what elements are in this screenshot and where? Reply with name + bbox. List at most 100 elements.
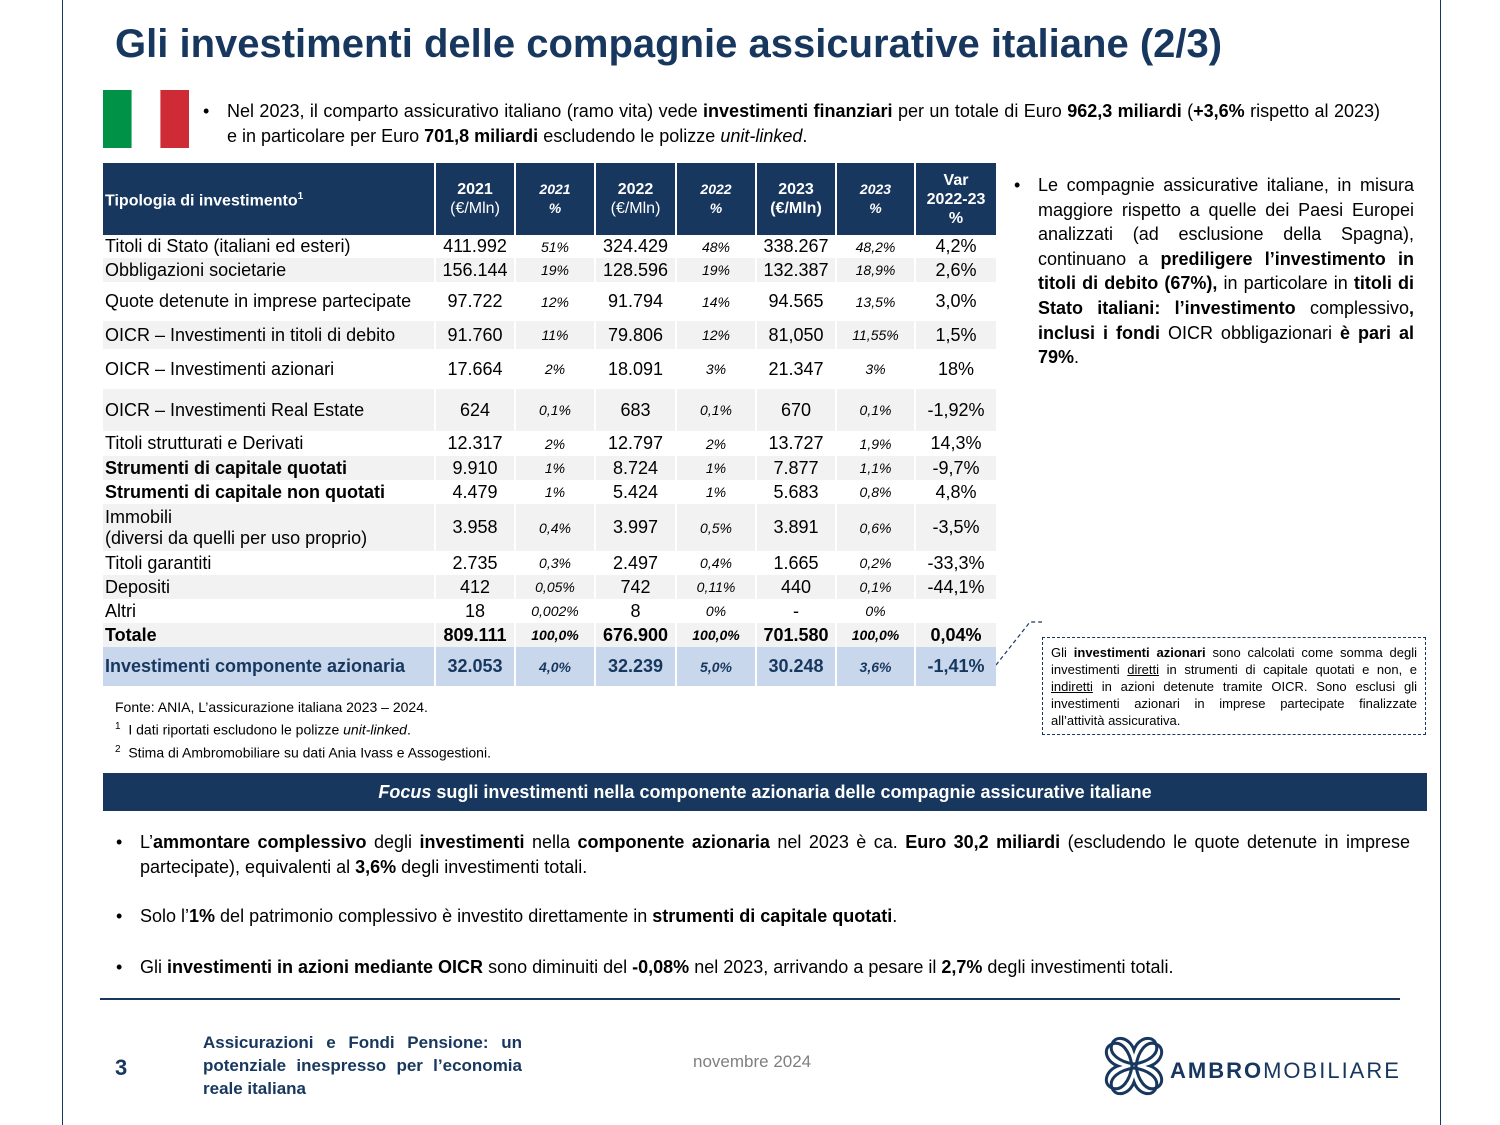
- text-run: degli investimenti totali.: [982, 957, 1174, 977]
- column-header: 2022%: [675, 163, 756, 235]
- row-label: Strumenti di capitale quotati: [103, 456, 435, 480]
- table-cell: 13.727: [755, 431, 836, 456]
- text-run: rispetto al 2023) e in particolare per E…: [227, 101, 1381, 146]
- table-cell: -1,41%: [914, 647, 996, 686]
- header-line: (€/Mln): [450, 200, 500, 217]
- column-header: 2023%: [835, 163, 915, 235]
- text-run: Focus: [378, 782, 432, 802]
- table-cell: 8: [594, 599, 676, 623]
- table-cell: 0,1%: [835, 389, 915, 431]
- table-cell: -: [755, 599, 836, 623]
- table-cell: 5,0%: [675, 647, 756, 686]
- table-cell: 18.091: [594, 349, 676, 389]
- header-line: Var: [943, 171, 969, 189]
- row-label: Altri: [105, 600, 136, 621]
- table-cell: 9.910: [434, 456, 515, 480]
- table-row: Obbligazioni societarie 156.144 19% 128.596…: [103, 258, 996, 282]
- table-cell: 0,002%: [514, 599, 595, 623]
- footnote-mark: 1: [115, 721, 121, 732]
- table-cell: 0,1%: [514, 389, 595, 431]
- row-label: Titoli strutturati e Derivati: [105, 433, 304, 453]
- row-label: Totale: [103, 623, 435, 647]
- header-line: 2022-23: [926, 190, 986, 208]
- table-cell: 5.683: [755, 480, 836, 504]
- text-run: Stima di Ambromobiliare su dati Ania Iva…: [128, 744, 491, 761]
- header-line: 2022: [617, 181, 654, 198]
- table-cell: 128.596: [594, 258, 676, 282]
- table-cell: 4,8%: [914, 480, 996, 504]
- text-run: Gli: [1051, 645, 1074, 660]
- table-cell: -9,7%: [914, 456, 996, 480]
- source-text: Fonte: ANIA, L’assicurazione italiana 20…: [115, 699, 428, 715]
- table-cell: 1.665: [755, 551, 836, 575]
- table-cell: 0,6%: [835, 504, 915, 551]
- table-cell: 1%: [514, 456, 595, 480]
- table-cell: 48,2%: [835, 235, 915, 258]
- table-cell: 100,0%: [675, 623, 756, 647]
- text-run: Solo l’: [140, 906, 190, 926]
- investment-table: Tipologia di investimento1 2021 (€/Mln) 202…: [103, 163, 996, 686]
- table-cell: 2%: [514, 431, 595, 456]
- table-row: Immobili (diversi da quelli per uso prop…: [103, 504, 996, 551]
- table-cell: 0,5%: [675, 504, 756, 551]
- text-run: investimenti finanziari: [703, 101, 893, 121]
- text-run: -0,08%: [632, 957, 690, 977]
- table-cell: [914, 599, 996, 623]
- table-cell: 12.317: [434, 431, 515, 456]
- table-cell: 21.347: [755, 349, 836, 389]
- header-line: %: [548, 200, 562, 216]
- table-cell: 32.053: [434, 647, 515, 686]
- table-cell: -3,5%: [914, 504, 996, 551]
- text-run: L’: [140, 832, 154, 852]
- text-run: sono diminuiti del: [483, 957, 633, 977]
- focus-bullet: L’ammontare complessivo degli investimen…: [116, 830, 1411, 879]
- table-cell: 1,9%: [835, 431, 915, 456]
- focus-bullet: Solo l’1% del patrimonio complessivo è i…: [116, 904, 1410, 929]
- text-run: del patrimonio complessivo è investito d…: [215, 906, 653, 926]
- header-note: 1: [297, 191, 304, 203]
- title: Gli investimenti delle compagnie assicur…: [115, 22, 1223, 66]
- table-cell: 97.722: [434, 282, 515, 321]
- text-run: (escludendo le quote detenute in imprese…: [140, 832, 1411, 877]
- row-label: OICR – Investimenti Real Estate: [103, 389, 435, 431]
- table-row: Investimenti componente azionaria 32.053 4…: [103, 647, 996, 686]
- text-run: sugli investimenti nella componente azio…: [431, 782, 1152, 802]
- table-row: Strumenti di capitale quotati 9.910 1% 8.72…: [103, 456, 996, 480]
- table-cell: 809.111: [434, 623, 515, 647]
- table-cell: 11%: [514, 321, 595, 349]
- table-cell: 4,0%: [514, 647, 595, 686]
- italian-flag: [103, 90, 189, 148]
- header-line: Tipologia di investimento1: [105, 191, 304, 210]
- table-cell: -33,3%: [914, 551, 996, 575]
- text-run: .: [1074, 347, 1080, 368]
- text-run: in strumenti di capitale quotati e non, …: [1159, 662, 1418, 677]
- row-label: OICR – Investimenti in titoli di debito: [103, 321, 435, 349]
- table-cell: 412: [434, 575, 515, 599]
- text-run: OICR obbligazionari: [1159, 322, 1340, 343]
- table-cell: 0,05%: [514, 575, 595, 599]
- table-cell: 12.797: [594, 431, 676, 456]
- header-line: %: [709, 200, 723, 216]
- row-label: Strumenti di capitale non quotati: [105, 481, 386, 502]
- table-cell: 1,5%: [914, 321, 996, 349]
- table-cell: 2.497: [594, 551, 676, 575]
- row-label: Immobili (diversi da quelli per uso prop…: [103, 504, 435, 551]
- footer-date: novembre 2024: [693, 1052, 812, 1071]
- text-run: AMBRO: [1170, 1058, 1264, 1083]
- row-label: Obbligazioni societarie: [103, 258, 435, 282]
- table-cell: 18,9%: [835, 258, 915, 282]
- column-header: 2022 (€/Mln): [594, 163, 676, 235]
- table-row: OICR – Investimenti azionari 17.664 2% 18.0…: [103, 349, 996, 389]
- text-run: 1%: [189, 906, 216, 926]
- text-run: è pari al 79%: [1038, 322, 1414, 368]
- side-text: Le compagnie assicurative italiane, in m…: [1014, 173, 1414, 370]
- text-run: investimenti azionari: [1073, 645, 1206, 660]
- text-run: .: [406, 721, 411, 738]
- sources: Fonte: ANIA, L’assicurazione italiana 20…: [115, 698, 491, 762]
- table-row: Titoli strutturati e Derivati 12.317 2% 12.…: [103, 431, 996, 456]
- table-cell: -44,1%: [914, 575, 996, 599]
- text-run: degli: [366, 832, 420, 852]
- table-cell: 5.424: [594, 480, 676, 504]
- text-run: .: [892, 906, 898, 926]
